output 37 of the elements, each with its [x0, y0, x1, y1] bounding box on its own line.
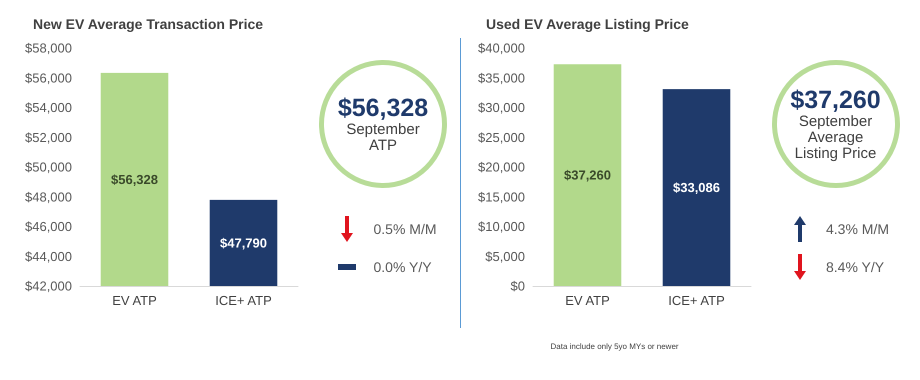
text: 0.0% Y/Y — [373, 259, 432, 275]
data-label: $47,790 — [220, 235, 267, 250]
text: $56,328 — [338, 94, 428, 122]
text: Data include only 5yo MYs or newer — [550, 342, 679, 351]
y-tick-label: $52,000 — [25, 130, 72, 145]
y-tick-label: $48,000 — [25, 189, 72, 204]
text: September ATP — [345, 121, 421, 154]
chart-title: Used EV Average Listing Price — [486, 16, 689, 32]
data-label: $56,328 — [111, 172, 158, 187]
x-tick-label: EV ATP — [564, 293, 610, 308]
y-tick-label: $35,000 — [478, 70, 524, 86]
y-tick-label: $50,000 — [25, 160, 72, 174]
text: September Average Listing Price — [794, 113, 878, 162]
y-tick-label: $10,000 — [478, 219, 524, 234]
y-tick-label: $5,000 — [484, 248, 524, 264]
y-tick-label: $30,000 — [478, 100, 524, 115]
y-tick-label: $0 — [510, 278, 524, 294]
y-tick-label: $40,000 — [478, 40, 524, 56]
text: 8.4% Y/Y — [826, 259, 884, 275]
text: 4.3% M/M — [826, 221, 889, 237]
x-tick-label: EV ATP — [112, 293, 157, 308]
y-tick-label: $20,000 — [478, 160, 524, 174]
x-tick-label: ICE+ ATP — [215, 293, 272, 308]
y-tick-label: $25,000 — [478, 130, 524, 145]
y-tick-label: $56,000 — [25, 70, 72, 86]
y-tick-label: $42,000 — [25, 278, 72, 294]
y-tick-label: $58,000 — [25, 40, 72, 56]
y-tick-label: $15,000 — [478, 189, 524, 204]
y-tick-label: $54,000 — [25, 100, 72, 115]
data-label: $37,260 — [564, 168, 610, 183]
data-label: $33,086 — [672, 180, 720, 196]
y-tick-label: $46,000 — [25, 219, 72, 234]
text: 0.5% M/M — [373, 221, 436, 237]
text: $37,260 — [790, 86, 881, 114]
y-tick-label: $44,000 — [25, 248, 72, 264]
chart-title: New EV Average Transaction Price — [33, 16, 264, 32]
x-tick-label: ICE+ ATP — [668, 293, 724, 308]
